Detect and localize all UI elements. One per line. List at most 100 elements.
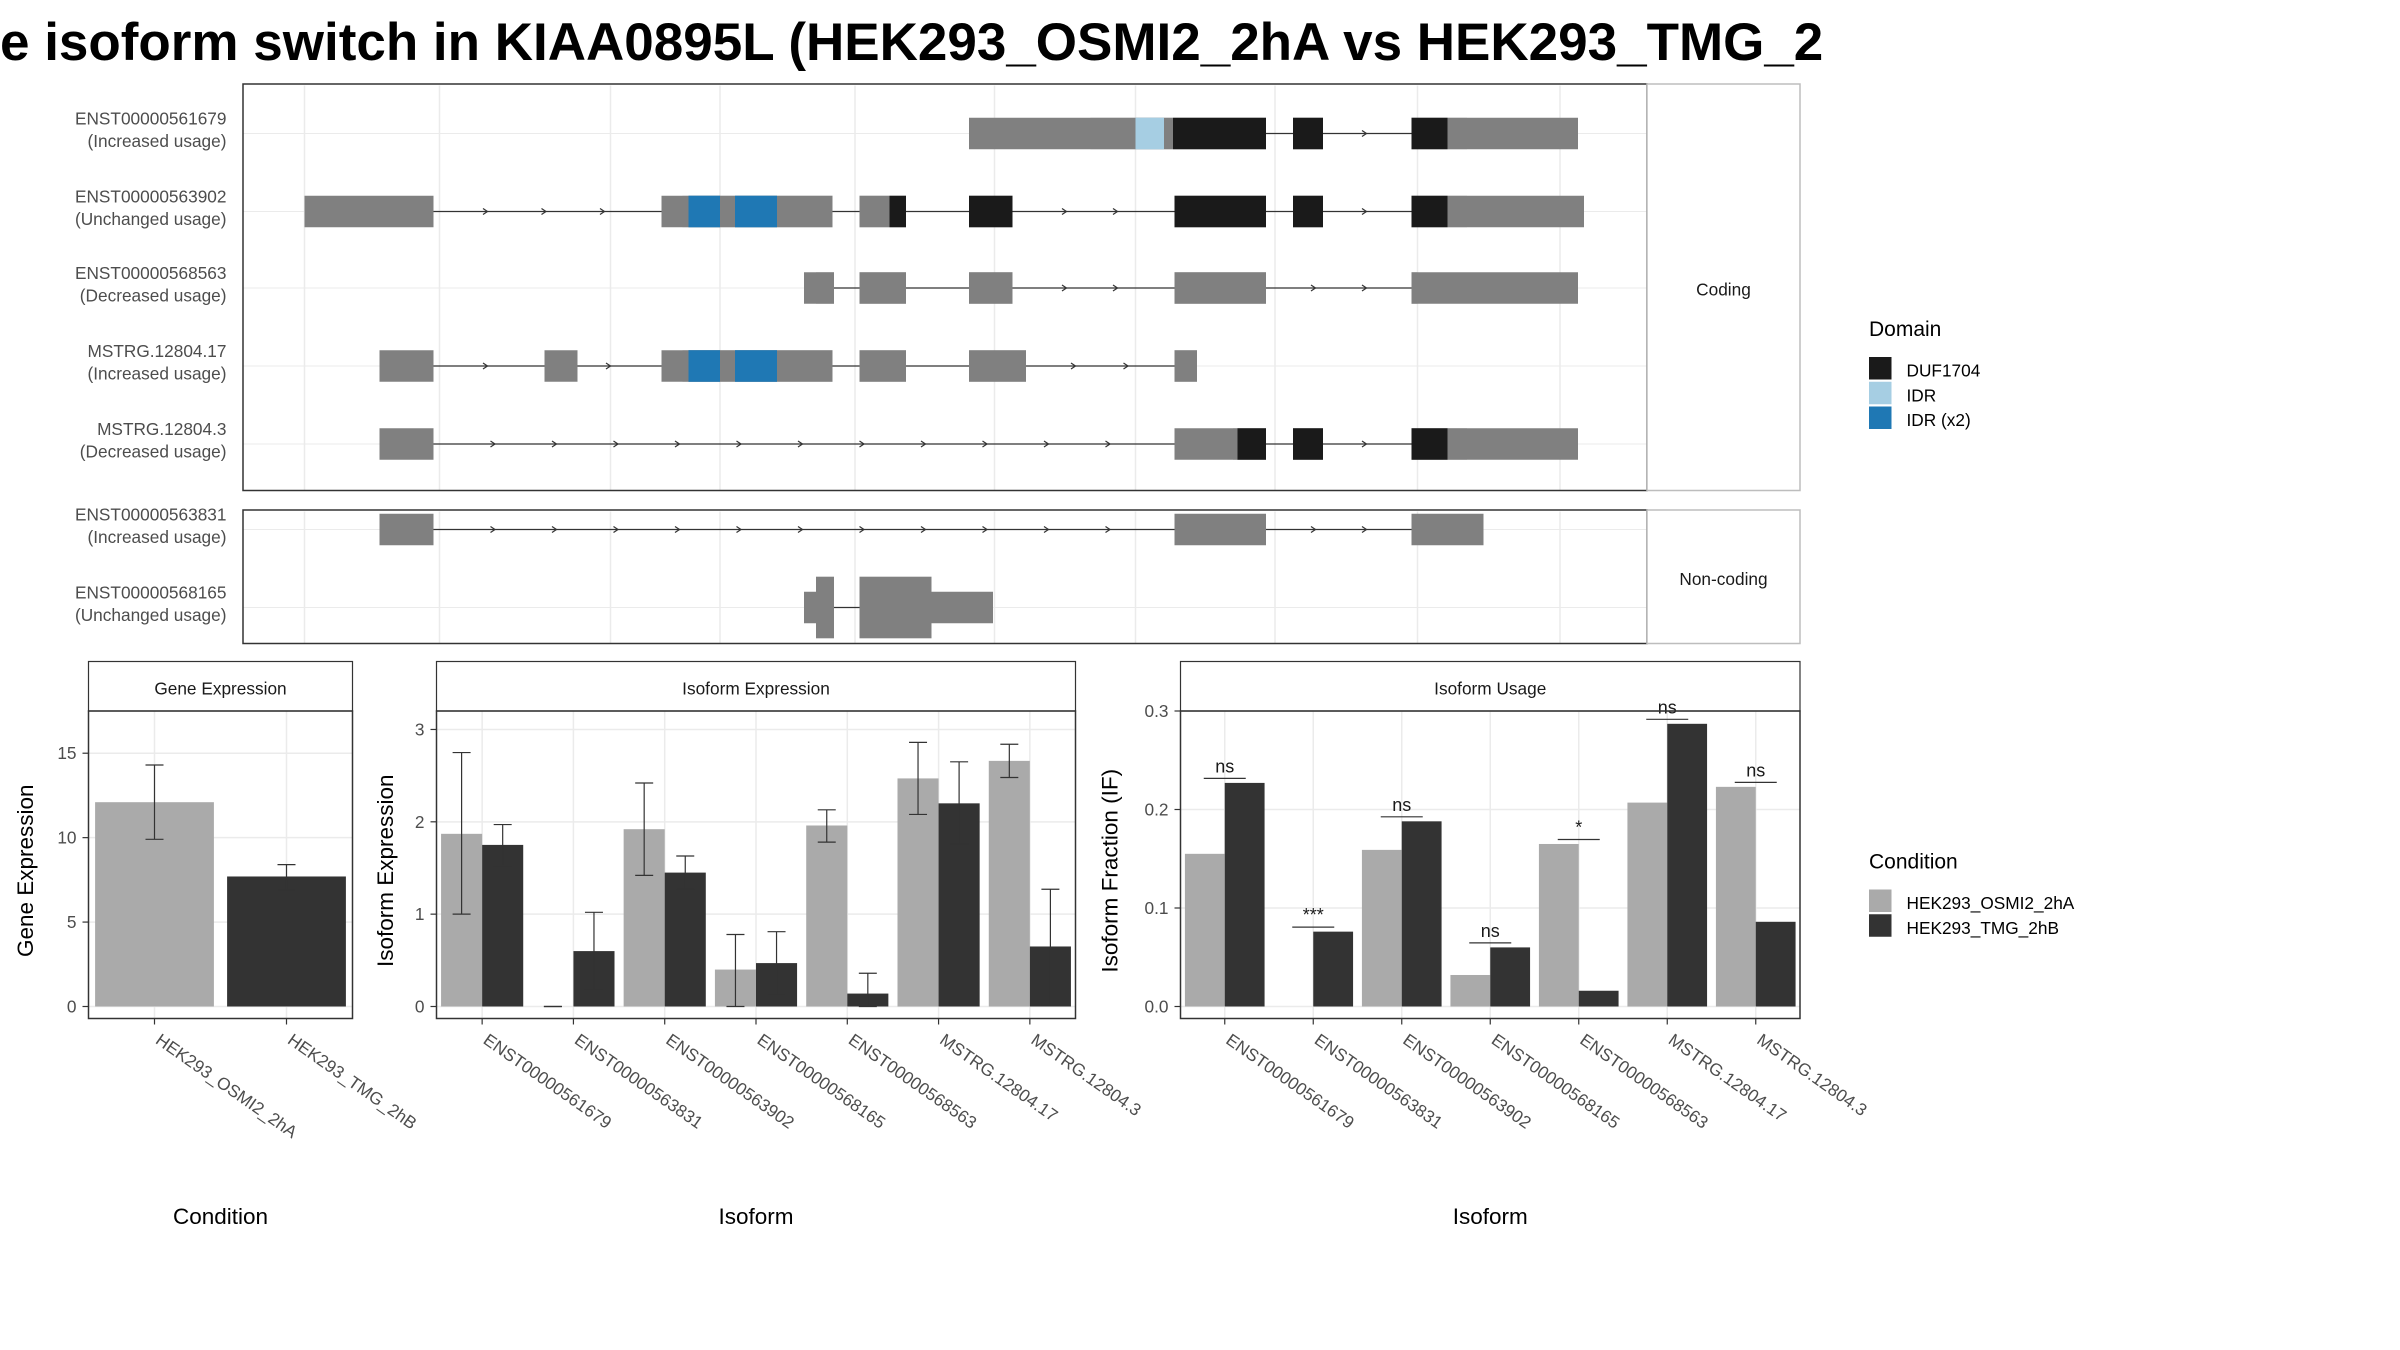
bar xyxy=(1224,782,1265,1007)
exon xyxy=(1447,117,1467,150)
y-tick-label: 0.0 xyxy=(1145,997,1169,1017)
exon xyxy=(816,576,834,639)
y-tick-label: 0 xyxy=(415,997,425,1017)
panel-title: Isoform Usage xyxy=(1434,679,1546,699)
intron-arrow xyxy=(482,208,489,215)
y-tick-label: 10 xyxy=(57,828,76,848)
bar xyxy=(1450,974,1491,1007)
panel-strip xyxy=(435,660,1077,712)
domain-DUF1704 xyxy=(1411,428,1448,460)
domain-DUF1704 xyxy=(1173,117,1266,150)
legend-domain-swatch xyxy=(1869,406,1892,429)
legend-domain-label: IDR xyxy=(1907,385,1937,405)
exon xyxy=(969,272,1013,304)
exon xyxy=(1447,428,1467,460)
panel-frame xyxy=(1179,710,1801,1020)
exon xyxy=(1233,428,1238,460)
x-tick-label: HEK293_OSMI2_2hA xyxy=(152,1029,301,1142)
y-axis-label: Isoform Fraction (IF) xyxy=(1098,769,1123,973)
utr-exon xyxy=(661,350,683,382)
panel-frame xyxy=(87,710,354,1020)
utr-exon xyxy=(1467,195,1584,228)
intron-arrow xyxy=(1070,362,1077,370)
bar xyxy=(1361,849,1402,1007)
exon xyxy=(804,591,816,624)
transcript-id-label: ENST00000568165 xyxy=(75,583,227,603)
significance-label: ns xyxy=(1481,921,1500,941)
exon xyxy=(1447,195,1467,228)
bar xyxy=(1755,921,1796,1007)
legend-domain-title: Domain xyxy=(1869,318,1941,341)
x-axis-label: Isoform xyxy=(718,1204,793,1229)
intron-arrow xyxy=(736,526,743,533)
utr-exon xyxy=(544,350,578,382)
exon xyxy=(1411,272,1418,304)
y-tick-label: 5 xyxy=(67,912,77,932)
intron-arrow xyxy=(541,208,548,215)
exon xyxy=(1174,513,1266,546)
transcript-id-label: MSTRG.12804.17 xyxy=(87,341,226,361)
panel-title: Isoform Expression xyxy=(682,679,830,699)
intron-arrow xyxy=(613,440,620,448)
utr-exon xyxy=(1467,428,1578,460)
utr-exon xyxy=(304,195,434,228)
intron-arrow xyxy=(982,440,989,448)
intron-arrow xyxy=(482,362,489,370)
intron-arrow xyxy=(490,440,497,448)
bar xyxy=(664,872,706,1007)
intron-arrow xyxy=(1112,284,1119,292)
intron-arrow xyxy=(1361,130,1368,137)
bar xyxy=(988,760,1030,1007)
bar xyxy=(897,778,939,1007)
intron-arrow xyxy=(1043,440,1050,448)
significance-label: ns xyxy=(1746,760,1765,780)
domain-DUF1704 xyxy=(1411,195,1448,228)
legend-domain-label: IDR (x2) xyxy=(1907,410,1971,430)
y-tick-label: 3 xyxy=(415,719,425,739)
utr-exon xyxy=(1467,117,1578,150)
intron-arrow xyxy=(605,362,612,370)
exon xyxy=(1174,272,1266,304)
exon xyxy=(379,513,434,546)
facet-strip-noncoding xyxy=(1646,509,1801,645)
y-tick-label: 2 xyxy=(415,812,425,832)
intron-arrow xyxy=(1061,284,1068,292)
transcript-status-label: (Decreased usage) xyxy=(80,286,227,306)
domain-IDR-x2 xyxy=(735,350,777,382)
y-tick-label: 0 xyxy=(67,997,77,1017)
intron-arrow xyxy=(1043,526,1050,533)
intron-arrow xyxy=(797,526,804,533)
exon xyxy=(859,350,906,382)
exon xyxy=(816,272,834,304)
bar xyxy=(1401,821,1442,1007)
bar xyxy=(1715,786,1756,1007)
transcript-id-label: ENST00000563831 xyxy=(75,505,227,525)
domain-IDR-x2 xyxy=(735,195,777,228)
bar xyxy=(482,844,524,1007)
transcript-id-label: ENST00000568563 xyxy=(75,263,227,283)
domain-DUF1704 xyxy=(889,195,906,228)
significance-label: ns xyxy=(1658,697,1677,717)
exon xyxy=(859,272,906,304)
bar xyxy=(1313,931,1354,1007)
transcript-status-label: (Increased usage) xyxy=(87,527,226,547)
transcript-status-label: (Increased usage) xyxy=(87,131,226,151)
domain-DUF1704 xyxy=(1293,117,1323,150)
intron-arrow xyxy=(1310,284,1317,292)
legend-condition-label: HEK293_TMG_2hB xyxy=(1907,918,2059,938)
x-axis-label: Isoform xyxy=(1453,1204,1528,1229)
intron-arrow xyxy=(599,208,606,215)
intron-arrow xyxy=(982,526,989,533)
utr-exon xyxy=(804,272,816,304)
intron-arrow xyxy=(1123,362,1130,370)
transcript-status-label: (Unchanged usage) xyxy=(75,605,227,625)
intron-arrow xyxy=(551,440,558,448)
exon xyxy=(931,591,993,624)
significance-label: ns xyxy=(1392,795,1411,815)
legend-condition-label: HEK293_OSMI2_2hA xyxy=(1907,893,2075,913)
y-tick-label: 15 xyxy=(57,743,76,763)
utr-exon xyxy=(379,428,434,460)
intron-arrow xyxy=(613,526,620,533)
intron-arrow xyxy=(797,440,804,448)
